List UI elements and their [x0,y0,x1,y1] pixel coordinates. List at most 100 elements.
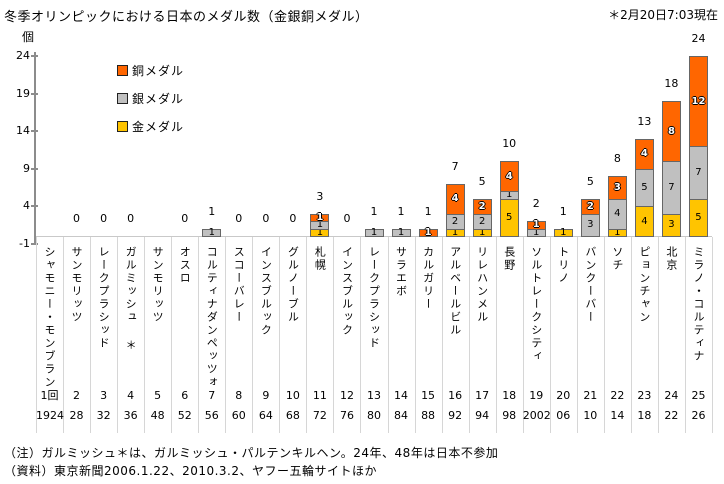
year-label: 18 [637,409,652,422]
column-separator [468,237,470,433]
y-tick-label: -1 [19,236,30,250]
edition-number: 7 [208,389,216,402]
y-tick-label: 24 [16,49,30,62]
x-category-label: スコーバレー [225,246,252,391]
silver-segment: 1 [391,228,411,237]
bar-total-label: 0 [100,212,108,225]
x-category-label: レークプラシッド [360,246,387,391]
x-category-label-text: ソルトレークシティ [529,246,543,363]
bar-total-label: 10 [502,137,517,150]
column-separator [495,237,497,433]
bar-total-label: 5 [478,174,486,188]
column-separator [225,237,227,433]
year-label: 88 [421,409,436,422]
x-category-label: インスブルック [333,246,360,391]
year-label: 14 [610,409,625,422]
bar-total-label: 1 [397,204,405,218]
x-category-label: 長野 [496,246,523,391]
edition-number: 23 [637,389,652,402]
year-label: 06 [556,409,571,422]
gold-segment: 1 [445,228,465,237]
gold-segment: 5 [499,198,519,237]
legend-item-silver: 銀メダル [117,88,184,108]
year-label: 64 [258,409,273,422]
y-tick-label: 9 [23,161,30,175]
column-separator [36,237,37,433]
year-label: 76 [339,409,354,422]
column-separator [306,237,308,433]
edition-number: 21 [583,389,598,402]
x-category-label-text: シャモニー・モンブラン [43,246,57,389]
y-axis-line [34,52,36,245]
gold-segment: 5 [688,198,708,237]
edition-number: 12 [339,389,354,402]
bar-total-label: 13 [637,114,652,128]
x-category-label-text: アルベールビル [448,246,462,337]
column-separator [144,237,146,433]
x-category-label-text: レークプラシッド [97,246,111,350]
x-category-label-text: グルノーブル [286,246,300,324]
bar-total-label: 0 [73,212,81,225]
legend-label: 金メダル [132,119,185,134]
gold-segment: 4 [634,206,654,237]
edition-number: 2 [73,389,81,402]
x-category-label-text: サラエボ [394,246,408,298]
silver-segment: 1 [364,228,384,237]
year-label: 72 [312,409,327,422]
column-separator [414,237,416,433]
x-category-label-text: リレハンメル [475,246,489,324]
silver-segment: 7 [661,161,681,215]
year-label: 26 [691,409,706,422]
x-category-label-text: ミラノ・コルティナ [691,246,705,363]
x-category-label-text: サンモリッツ [151,246,165,324]
x-category-label: サンモリッツ [144,246,171,391]
column-separator [333,237,335,433]
edition-number: 24 [664,389,679,402]
column-separator [441,237,443,433]
column-separator [117,237,119,433]
x-category-label: アルベールビル [442,246,469,391]
year-label: 52 [177,409,192,422]
x-category-label-text: オスロ [178,246,192,285]
bronze-segment: 1 [526,220,546,230]
x-category-label-text: インスブルック [259,246,273,337]
bar-total-label: 3 [316,189,324,203]
bronze-segment: 4 [499,161,519,192]
x-category-label: シャモニー・モンブラン [36,246,63,391]
year-label: 94 [475,409,490,422]
x-category-label: グルノーブル [279,246,306,391]
bronze-segment: 12 [688,56,708,147]
x-category-label: リレハンメル [469,246,496,391]
silver-segment: 4 [607,198,627,230]
edition-number: 19 [529,389,544,402]
edition-number: 25 [691,389,706,402]
x-category-label: カルガリー [415,246,442,391]
chart-title: 冬季オリンピックにおける日本のメダル数（金銀銅メダル） [4,10,369,25]
year-label: 32 [96,409,111,422]
edition-number: 14 [394,389,409,402]
year-label: 28 [69,409,84,422]
x-category-label: ソチ [604,246,631,391]
legend-item-gold: 金メダル [117,116,184,136]
x-category-label-text: ソチ [610,246,624,272]
x-category-label-text: 北京 [664,246,678,272]
column-separator [576,237,578,433]
year-label: 98 [502,409,517,422]
bar-total-label: 1 [559,204,567,218]
x-category-label: 札幌 [306,246,333,391]
year-label: 84 [394,409,409,422]
bar-total-label: 1 [208,204,216,218]
x-category-label-text: ピョンチャン [637,246,651,324]
x-category-label: レークプラシッド [90,246,117,391]
x-category-label-text: トリノ [556,246,570,285]
bar-total-label: 1 [424,204,432,218]
y-tick-mark [31,205,38,207]
x-category-label: ピョンチャン [631,246,658,391]
y-axis-unit-label: 個 [22,30,35,44]
year-label: 36 [123,409,138,422]
x-category-label-text: バンクーバー [583,246,597,324]
bronze-segment: 1 [418,228,438,237]
y-tick-label: 4 [23,199,30,212]
gold-segment: 1 [472,228,492,237]
x-category-label: コルティナダンペッツォ [198,246,225,391]
